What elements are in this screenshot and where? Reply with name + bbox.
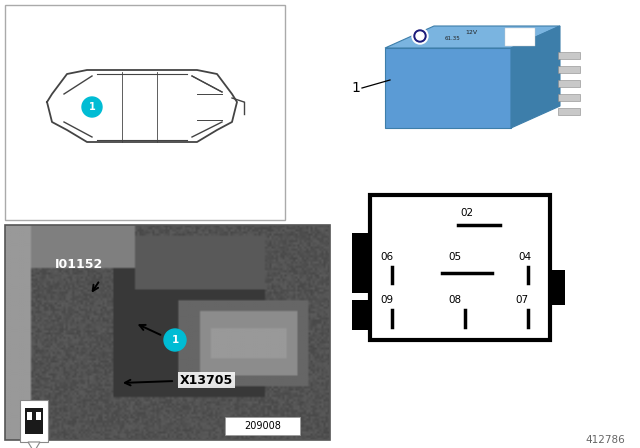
Text: 09: 09 — [380, 295, 393, 305]
Text: 61.35: 61.35 — [445, 35, 461, 40]
Bar — [558, 94, 580, 101]
Text: I01152: I01152 — [55, 258, 103, 271]
Circle shape — [416, 32, 424, 40]
Text: 12V: 12V — [465, 30, 477, 35]
Circle shape — [164, 329, 186, 351]
Text: 04: 04 — [518, 252, 531, 262]
Circle shape — [82, 97, 102, 117]
Bar — [27, 412, 32, 420]
Bar — [352, 233, 370, 293]
Text: 412786: 412786 — [585, 435, 625, 445]
Text: 1: 1 — [351, 81, 360, 95]
Bar — [352, 300, 370, 330]
Text: 05: 05 — [448, 252, 461, 262]
Bar — [36, 412, 41, 420]
Bar — [20, 400, 48, 442]
Bar — [558, 66, 580, 73]
Polygon shape — [28, 442, 40, 448]
Bar — [505, 28, 535, 46]
Circle shape — [412, 28, 428, 44]
Bar — [558, 80, 580, 87]
Bar — [225, 417, 300, 435]
Bar — [25, 408, 43, 434]
Text: 08: 08 — [448, 295, 461, 305]
Bar — [558, 108, 580, 115]
Polygon shape — [511, 26, 560, 128]
Circle shape — [414, 30, 426, 42]
Text: 1: 1 — [172, 335, 179, 345]
Bar — [370, 195, 550, 340]
Text: 209008: 209008 — [244, 421, 282, 431]
Bar — [5, 5, 285, 220]
Text: 06: 06 — [380, 252, 393, 262]
Polygon shape — [385, 48, 511, 128]
Text: 02: 02 — [460, 208, 473, 218]
Bar — [550, 270, 565, 305]
Polygon shape — [385, 26, 560, 48]
Bar — [5, 225, 330, 440]
Text: 1: 1 — [88, 102, 95, 112]
Bar — [558, 52, 580, 59]
Text: 07: 07 — [515, 295, 528, 305]
Text: X13705: X13705 — [180, 374, 233, 387]
